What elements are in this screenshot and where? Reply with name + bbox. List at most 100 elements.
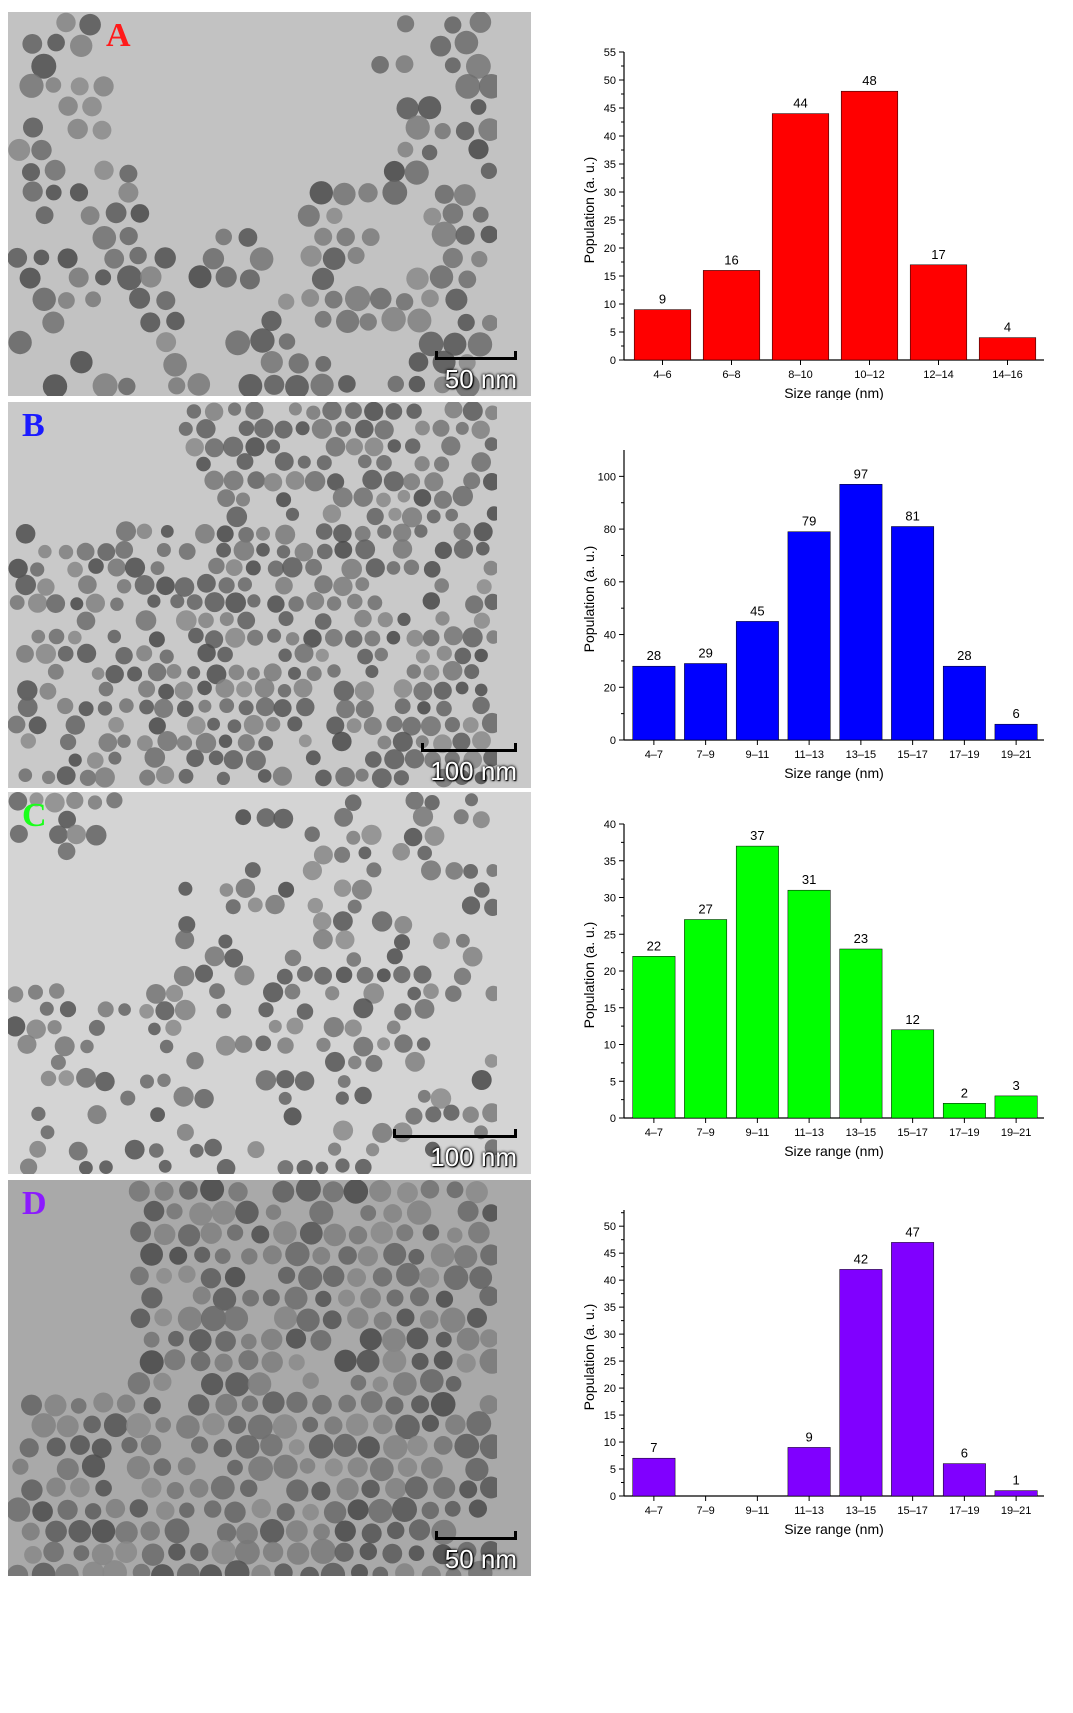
y-tick-label: 30 <box>604 187 616 199</box>
bar <box>839 1269 883 1497</box>
bar-data-label: 48 <box>862 73 876 88</box>
histogram-svg: 0 20 40 60 80 100 28 4–7 29 7–9 45 9–11 79 11–13 97 13–… <box>581 450 1044 781</box>
bar <box>787 531 831 741</box>
bar-data-label: 2 <box>961 1085 968 1100</box>
bar-data-label: 23 <box>854 931 868 946</box>
scale-bar <box>435 1531 517 1540</box>
x-tick-label: 6–8 <box>722 369 740 381</box>
bar-data-label: 27 <box>698 902 712 917</box>
tem-particles <box>8 402 497 788</box>
bar <box>891 1242 935 1497</box>
scale-bar-label: 50 nm <box>444 364 517 394</box>
x-tick-label: 17–19 <box>949 749 980 761</box>
bar <box>787 1447 831 1497</box>
x-tick-label: 7–9 <box>696 1127 714 1139</box>
bar-data-label: 6 <box>961 1446 968 1461</box>
x-tick-label: 8–10 <box>788 369 812 381</box>
y-tick-label: 55 <box>604 47 616 59</box>
y-tick-label: 25 <box>604 1356 616 1368</box>
y-tick-label: 20 <box>604 682 616 694</box>
x-tick-label: 7–9 <box>696 1505 714 1517</box>
y-tick-label: 10 <box>604 299 616 311</box>
x-tick-label: 15–17 <box>897 1505 928 1517</box>
bar-data-label: 28 <box>647 648 661 663</box>
y-tick-label: 25 <box>604 215 616 227</box>
y-tick-label: 50 <box>604 1221 616 1233</box>
bar-data-label: 17 <box>931 247 945 262</box>
tem-micrograph: C 100 nm <box>8 792 531 1174</box>
histogram-chart: 0 20 40 60 80 100 28 4–7 29 7–9 45 9–11 79 11–13 97 13–… <box>580 390 1050 795</box>
x-tick-label: 9–11 <box>746 1127 770 1139</box>
y-tick-label: 40 <box>604 131 616 143</box>
x-tick-label: 4–6 <box>653 369 671 381</box>
y-tick-label: 40 <box>604 819 616 831</box>
panel-letter: D <box>22 1185 47 1222</box>
bar-data-label: 31 <box>802 872 816 887</box>
bar-data-label: 6 <box>1013 706 1020 721</box>
bar-data-label: 37 <box>750 828 764 843</box>
x-tick-label: 13–15 <box>846 1505 877 1517</box>
plot-area: 0 5 10 15 20 25 30 35 40 45 50 55 9 4–6 16 6–8 44 8–10 48 1… <box>581 47 1044 401</box>
y-tick-label: 0 <box>610 1113 616 1125</box>
y-tick-label: 10 <box>604 1040 616 1052</box>
x-tick-label: 4–7 <box>645 1505 663 1517</box>
x-tick-label: 9–11 <box>746 749 770 761</box>
plot-area: 0 5 10 15 20 25 30 35 40 22 4–7 27 7–9 37 9–11 31 11–13 2… <box>581 819 1044 1159</box>
bar-data-label: 47 <box>905 1224 919 1239</box>
y-tick-label: 35 <box>604 159 616 171</box>
x-tick-label: 14–16 <box>992 369 1023 381</box>
histogram-chart: 0 5 10 15 20 25 30 35 40 22 4–7 27 7–9 37 9–11 31 11–13 2… <box>580 780 1050 1185</box>
plot-area: 0 20 40 60 80 100 28 4–7 29 7–9 45 9–11 79 11–13 97 13–… <box>581 450 1044 781</box>
y-tick-label: 15 <box>604 1410 616 1422</box>
y-tick-label: 80 <box>604 524 616 536</box>
bar <box>702 270 761 361</box>
y-tick-label: 100 <box>598 471 616 483</box>
x-axis-label: Size range (nm) <box>784 385 884 400</box>
y-tick-label: 15 <box>604 271 616 283</box>
bar-data-label: 45 <box>750 603 764 618</box>
tem-particles <box>8 792 497 1174</box>
bar <box>684 919 728 1119</box>
y-tick-label: 45 <box>604 103 616 115</box>
tem-micrograph: D 50 nm <box>8 1180 531 1576</box>
bar-data-label: 9 <box>806 1429 813 1444</box>
bar <box>891 526 935 741</box>
y-tick-label: 25 <box>604 929 616 941</box>
x-axis-label: Size range (nm) <box>784 765 884 781</box>
y-tick-label: 40 <box>604 1275 616 1287</box>
scale-bar <box>435 351 517 360</box>
y-axis-label: Population (a. u.) <box>581 922 597 1029</box>
x-tick-label: 17–19 <box>949 1127 980 1139</box>
bar-data-label: 42 <box>854 1251 868 1266</box>
histogram-chart: 0 5 10 15 20 25 30 35 40 45 50 55 9 4–6 16 6–8 44 8–10 48 1… <box>580 0 1050 405</box>
tem-micrograph: B 100 nm <box>8 402 531 788</box>
x-tick-label: 19–21 <box>1001 749 1032 761</box>
bar <box>684 663 728 741</box>
bar-data-label: 3 <box>1013 1078 1020 1093</box>
scale-bar-label: 100 nm <box>430 756 517 786</box>
bar-data-label: 28 <box>957 648 971 663</box>
x-tick-label: 13–15 <box>846 1127 877 1139</box>
histogram-chart: 0 5 10 15 20 25 30 35 40 45 50 7 4–7 7–9 9–11 9 11–13 42 1… <box>580 1170 1050 1575</box>
y-tick-label: 5 <box>610 1076 616 1088</box>
y-tick-label: 30 <box>604 893 616 905</box>
bar <box>840 90 899 361</box>
bar-data-label: 9 <box>659 292 666 307</box>
y-tick-label: 20 <box>604 966 616 978</box>
y-tick-label: 45 <box>604 1248 616 1260</box>
panel-letter: C <box>22 797 47 834</box>
bar <box>994 1095 1038 1119</box>
x-tick-label: 15–17 <box>897 1127 928 1139</box>
bar <box>771 113 830 361</box>
bar <box>787 889 831 1119</box>
x-tick-label: 17–19 <box>949 1505 980 1517</box>
y-tick-label: 5 <box>610 327 616 339</box>
x-tick-label: 19–21 <box>1001 1505 1032 1517</box>
histogram-svg: 0 5 10 15 20 25 30 35 40 45 50 55 9 4–6 16 6–8 44 8–10 48 1… <box>581 47 1044 401</box>
bar-data-label: 22 <box>647 938 661 953</box>
scale-bar-label: 100 nm <box>430 1142 517 1172</box>
histogram-svg: 0 5 10 15 20 25 30 35 40 22 4–7 27 7–9 37 9–11 31 11–13 2… <box>581 819 1044 1159</box>
bar-data-label: 97 <box>854 466 868 481</box>
bar <box>942 665 986 741</box>
bar <box>839 484 883 741</box>
